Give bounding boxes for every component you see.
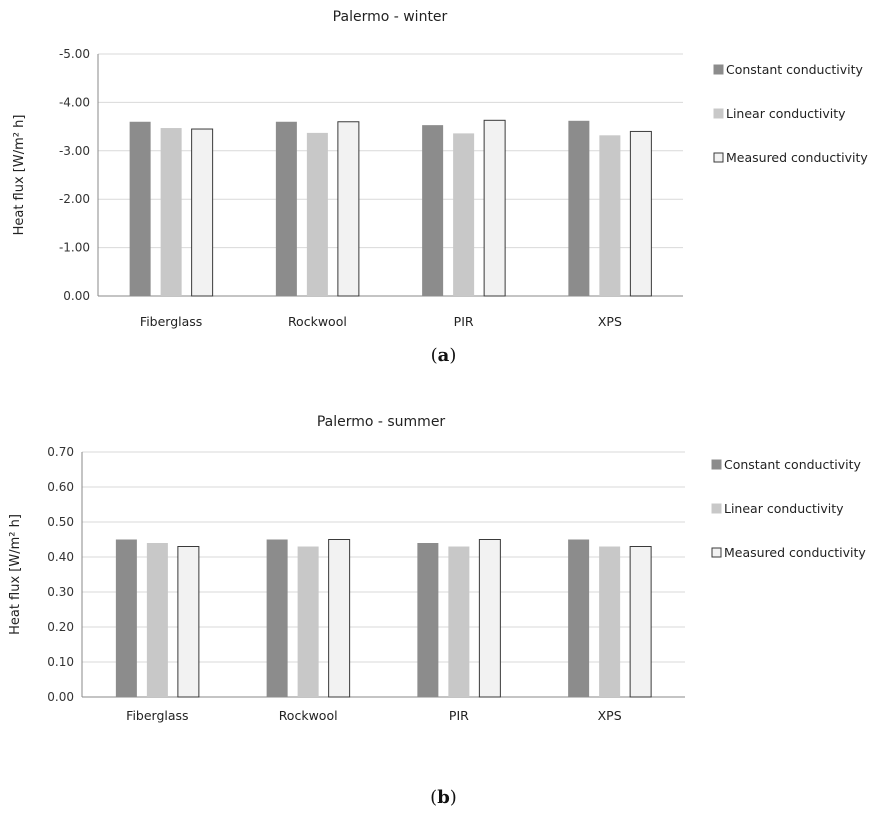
- summer-chart: Palermo - summer 0.00 0.10 0.20 0.30 0.40 0.50…: [8, 414, 866, 723]
- summer-bar: [328, 539, 351, 698]
- summer-bar: [417, 543, 439, 697]
- winter-bar: [599, 135, 621, 296]
- winter-y-tick-label: -4.00: [59, 95, 90, 109]
- panel-a-letter: a: [437, 345, 450, 366]
- summer-bar: [629, 546, 652, 698]
- panel-b-open-paren: (: [430, 787, 438, 808]
- winter-legend-swatch: [713, 108, 724, 119]
- summer-y-tick-label: 0.70: [47, 445, 74, 459]
- winter-bar: [160, 128, 182, 296]
- winter-category-label: PIR: [454, 314, 474, 329]
- winter-category-label: Fiberglass: [140, 314, 202, 329]
- summer-y-tick-label: 0.00: [47, 690, 74, 704]
- winter-y-tick-label: -1.00: [59, 241, 90, 255]
- winter-category-label: Rockwool: [288, 314, 347, 329]
- summer-legend-swatch: [711, 503, 722, 514]
- winter-y-tick-label: -3.00: [59, 144, 90, 158]
- summer-bar: [568, 539, 590, 697]
- summer-y-axis-label: Heat flux [W/m² h]: [8, 514, 23, 635]
- winter-legend-label: Measured conductivity: [726, 150, 868, 165]
- summer-legend-swatch: [711, 547, 722, 558]
- summer-legend-label: Linear conductivity: [724, 501, 844, 516]
- summer-legend-swatch: [711, 459, 722, 470]
- winter-chart-title: Palermo - winter: [333, 9, 448, 25]
- panel-b-close-paren: ): [449, 787, 457, 808]
- winter-bar: [453, 133, 475, 296]
- summer-y-tick-label: 0.10: [47, 655, 74, 669]
- winter-legend-label: Linear conductivity: [726, 106, 846, 121]
- winter-chart: Palermo - winter 0.00 -1.00 -2.00 -3.00 -4.00…: [12, 9, 868, 329]
- summer-bar: [266, 539, 288, 697]
- summer-bar: [448, 546, 470, 697]
- winter-y-tick-label: -2.00: [59, 192, 90, 206]
- winter-bar: [191, 128, 214, 297]
- winter-bar: [129, 121, 151, 296]
- winter-bar: [483, 119, 506, 297]
- winter-category-label: XPS: [598, 314, 622, 329]
- winter-bar: [275, 121, 297, 296]
- summer-bar: [146, 543, 168, 697]
- summer-bar: [297, 546, 319, 697]
- summer-y-tick-label: 0.40: [47, 550, 74, 564]
- winter-legend-label: Constant conductivity: [726, 62, 863, 77]
- summer-bar: [115, 539, 137, 697]
- summer-y-tick-label: 0.60: [47, 480, 74, 494]
- summer-y-tick-label: 0.20: [47, 620, 74, 634]
- summer-legend-label: Measured conductivity: [724, 545, 866, 560]
- winter-legend-swatch: [713, 152, 724, 163]
- panel-label-a: (a): [0, 345, 887, 366]
- winter-bar: [337, 121, 360, 297]
- summer-bar: [177, 546, 200, 698]
- winter-legend-swatch: [713, 64, 724, 75]
- summer-category-label: XPS: [598, 708, 622, 723]
- summer-chart-title: Palermo - summer: [317, 414, 446, 430]
- panel-a-open-paren: (: [430, 345, 438, 366]
- winter-bar: [306, 132, 328, 296]
- winter-bar: [568, 120, 590, 297]
- winter-y-tick-label: 0.00: [63, 289, 90, 303]
- summer-bar: [478, 539, 501, 698]
- panel-b-letter: b: [437, 787, 450, 808]
- winter-bar: [629, 130, 652, 297]
- panel-a-close-paren: ): [449, 345, 457, 366]
- summer-legend-label: Constant conductivity: [724, 457, 861, 472]
- winter-y-tick-label: -5.00: [59, 47, 90, 61]
- summer-y-tick-label: 0.50: [47, 515, 74, 529]
- summer-category-label: Fiberglass: [126, 708, 188, 723]
- summer-bar: [599, 546, 621, 697]
- winter-y-axis-label: Heat flux [W/m² h]: [12, 115, 27, 236]
- summer-y-tick-label: 0.30: [47, 585, 74, 599]
- summer-category-label: PIR: [449, 708, 469, 723]
- panel-label-b: (b): [0, 787, 887, 808]
- summer-category-label: Rockwool: [279, 708, 338, 723]
- winter-bar: [422, 125, 444, 296]
